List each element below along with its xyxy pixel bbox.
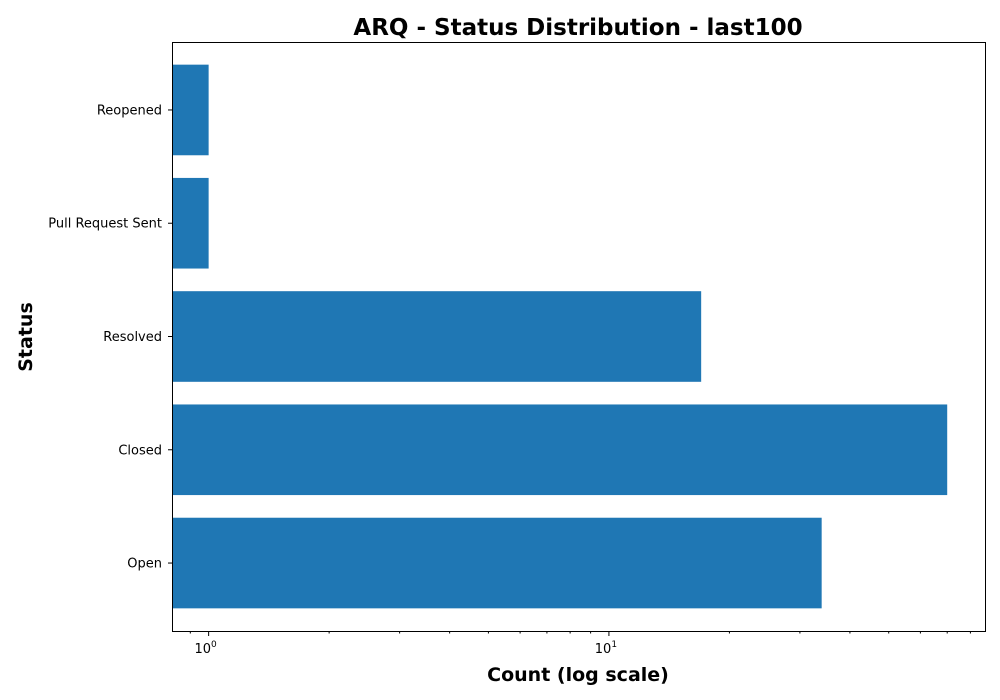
bar-pull-request-sent <box>172 177 209 269</box>
x-axis-ticks: 100 101 <box>189 631 971 657</box>
chart-title: ARQ - Status Distribution - last100 <box>353 15 802 41</box>
y-tick-label: Reopened <box>97 103 162 118</box>
y-tick-label: Resolved <box>103 330 162 345</box>
y-tick-label: Pull Request Sent <box>48 217 162 232</box>
y-axis-ticks: Open Closed Resolved Pull Request Sent Reope… <box>48 103 172 572</box>
bar-open <box>172 517 822 609</box>
x-axis-label: Count (log scale) <box>487 664 669 686</box>
bar-reopened <box>172 64 209 156</box>
bar-resolved <box>172 291 702 382</box>
y-tick-label: Closed <box>118 443 162 458</box>
plot-frame <box>172 42 986 632</box>
bar-closed <box>172 404 948 496</box>
bars-layer <box>172 64 948 609</box>
x-tick-label: 101 <box>595 640 617 657</box>
y-axis-label: Status <box>15 302 37 372</box>
x-tick-label: 100 <box>194 640 217 657</box>
y-tick-label: Open <box>127 557 162 572</box>
